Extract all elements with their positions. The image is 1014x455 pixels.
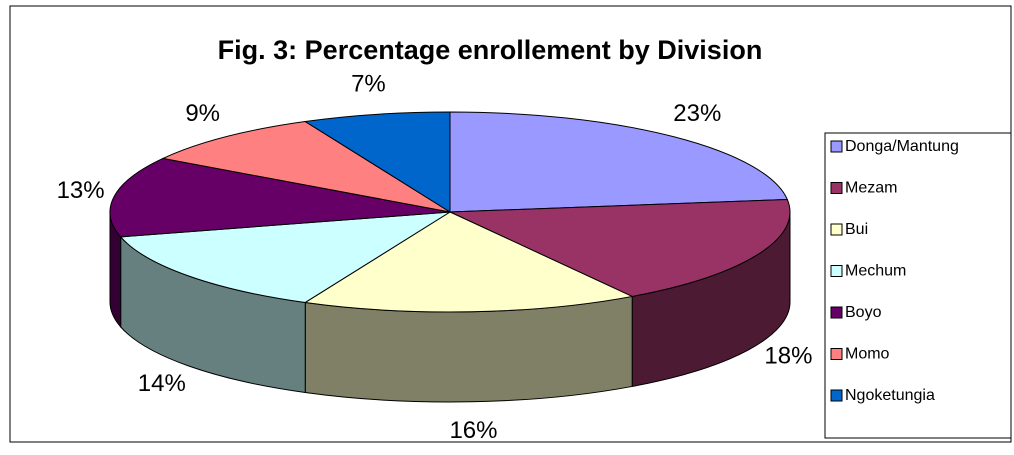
legend-label: Donga/Mantung [845,138,959,155]
legend-label: Momo [845,346,890,363]
legend-swatch [830,265,843,277]
legend-swatch [830,306,843,319]
legend-label: Boyo [845,304,882,321]
pie-slice [303,111,451,213]
data-label: 18% [764,343,812,370]
legend-swatch [830,223,843,236]
legend-swatch [830,182,843,194]
data-label: 23% [673,100,721,127]
legend-swatch [830,348,843,360]
legend-label: Bui [845,221,868,238]
legend-swatch [830,140,843,153]
legend-swatch [830,389,843,402]
legend-label: Mezam [845,180,897,197]
pie-slice [161,120,451,213]
pie-slice [449,198,791,297]
pie-slice [119,211,451,304]
pie-slice [303,211,634,313]
data-label: 9% [185,100,220,127]
data-label: 14% [138,370,186,397]
data-label: 16% [449,417,497,444]
data-label: 7% [351,70,386,97]
legend-label: Ngoketungia [845,387,935,404]
pie-slice [449,111,789,213]
pie-tops [109,111,791,313]
legend-label: Mechum [845,263,906,280]
chart-title: Fig. 3: Percentage enrollement by Divisi… [218,35,763,65]
data-label: 13% [57,177,105,204]
pie-slice [109,157,451,238]
legend-box [824,132,1012,439]
